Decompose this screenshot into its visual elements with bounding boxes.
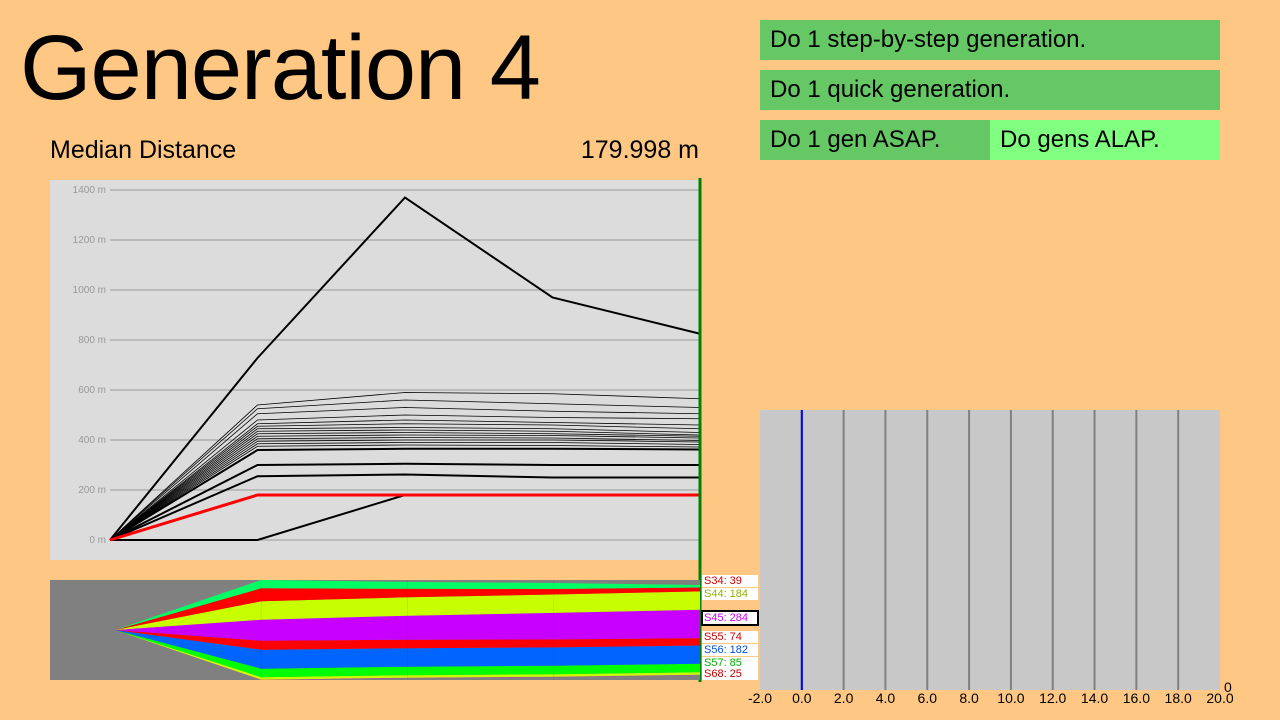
- percentile-line: [109, 442, 701, 541]
- distance-tick-label: 800 m: [78, 335, 106, 346]
- median-distance-value: 179.998 m: [580, 136, 699, 164]
- asap-generation-button[interactable]: Do 1 gen ASAP.: [760, 120, 990, 160]
- histogram-tick-label: -2.0: [748, 690, 772, 706]
- species-label-background: [702, 588, 758, 600]
- species-label-background: [702, 631, 758, 643]
- distance-tick-label: 200 m: [78, 485, 106, 496]
- quick-generation-button[interactable]: Do 1 quick generation.: [760, 70, 1220, 110]
- median-line: [109, 493, 700, 542]
- fitness-histogram: -2.0 0.0 2.0 4.0 6.0 8.0 10.0 12.0 14.0 16.0 18.0 2…: [748, 410, 1234, 706]
- generation-title: Generation 4: [20, 17, 541, 119]
- percentile-line: [109, 419, 701, 541]
- species-band: [115, 630, 700, 680]
- histogram-count-label: 0: [1224, 679, 1232, 695]
- species-band: [115, 591, 700, 630]
- percentile-line: [109, 414, 701, 541]
- species-band: [115, 609, 700, 641]
- species-band: [115, 630, 700, 650]
- histogram-tick-label: 8.0: [959, 690, 979, 706]
- percentile-line: [109, 392, 701, 541]
- histogram-tick-label: 18.0: [1165, 690, 1192, 706]
- histogram-tick-label: 10.0: [997, 690, 1024, 706]
- species-label: S68: 25: [704, 668, 742, 680]
- distance-percentile-chart: 0 m 200 m 400 m 600 m 800 m 1000 m 1200 m 1400 …: [50, 178, 702, 682]
- distance-tick-label: 1200 m: [73, 235, 106, 246]
- percentile-line: [109, 462, 700, 541]
- histogram-tick-label: 16.0: [1123, 690, 1150, 706]
- percentile-line: [109, 444, 701, 541]
- histogram-tick-label: 4.0: [876, 690, 896, 706]
- species-label-background: [702, 657, 758, 669]
- species-label-background: [702, 575, 758, 587]
- species-label-background: [701, 610, 759, 626]
- percentile-line: [109, 399, 701, 541]
- percentile-line: [109, 447, 701, 541]
- species-band: [115, 580, 700, 630]
- histogram-tick-label: 6.0: [918, 690, 938, 706]
- percentile-line: [109, 407, 701, 541]
- percentile-line: [109, 427, 701, 541]
- distance-tick-label: 1400 m: [73, 185, 106, 196]
- alap-generations-button[interactable]: Do gens ALAP.: [990, 120, 1220, 160]
- species-label: S57: 85: [704, 657, 742, 669]
- histogram-tick-label: 2.0: [834, 690, 854, 706]
- distance-tick-label: 1000 m: [73, 285, 106, 296]
- percentile-line: [109, 196, 701, 541]
- histogram-background: [760, 410, 1220, 690]
- species-label-background: [702, 644, 758, 656]
- distance-tick-label: 600 m: [78, 385, 106, 396]
- species-label-background: [702, 668, 758, 680]
- percentile-line: [109, 432, 701, 541]
- percentile-line: [109, 473, 700, 541]
- species-band: [115, 630, 700, 678]
- percentile-line: [109, 429, 701, 541]
- percentile-line: [109, 434, 701, 541]
- histogram-tick-label: 0.0: [792, 690, 812, 706]
- median-distance-label: Median Distance: [50, 136, 237, 164]
- distance-tick-label: 400 m: [78, 435, 106, 446]
- species-label: S55: 74: [704, 631, 742, 643]
- distance-tick-label: 0 m: [89, 535, 106, 546]
- distance-chart-background: [50, 180, 700, 560]
- histogram-tick-label: 20.0: [1206, 690, 1233, 706]
- species-label: S44: 184: [704, 588, 748, 600]
- histogram-tick-label: 12.0: [1039, 690, 1066, 706]
- histogram-tick-label: 14.0: [1081, 690, 1108, 706]
- species-band: [115, 630, 700, 669]
- species-label: S34: 39: [704, 575, 742, 587]
- species-band: [115, 587, 700, 630]
- percentile-line: [109, 437, 701, 541]
- species-label: S45: 284: [704, 612, 748, 624]
- step-by-step-generation-button[interactable]: Do 1 step-by-step generation.: [760, 20, 1220, 60]
- percentile-line: [109, 439, 701, 541]
- percentile-line: [109, 423, 701, 541]
- species-label: S56: 182: [704, 644, 748, 656]
